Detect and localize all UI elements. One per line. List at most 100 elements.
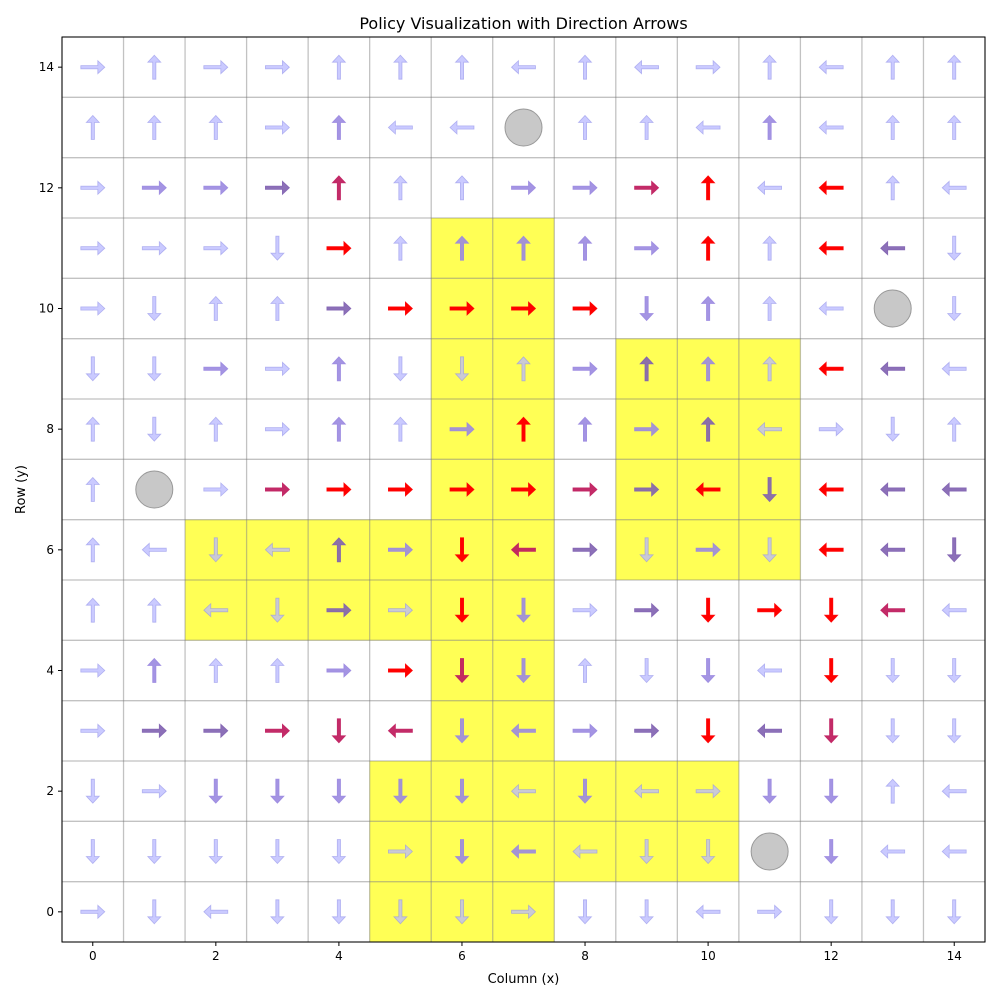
policy-arrow-down — [269, 899, 285, 925]
y-tick-label: 12 — [39, 181, 54, 195]
policy-arrow-left — [387, 723, 413, 739]
policy-arrow-left — [264, 542, 290, 558]
policy-arrow-up — [762, 54, 778, 80]
policy-arrow-down — [392, 356, 408, 382]
policy-arrow-right — [695, 542, 721, 558]
policy-arrow-down — [454, 778, 470, 804]
policy-arrow-up — [577, 235, 593, 261]
policy-arrow-left — [818, 482, 844, 497]
policy-arrow-left — [634, 59, 659, 75]
policy-arrow-up — [700, 235, 716, 261]
policy-arrow-left — [818, 59, 844, 75]
policy-arrow-down — [269, 235, 285, 261]
policy-arrow-left — [634, 783, 659, 799]
policy-arrow-up — [208, 657, 224, 683]
policy-arrow-right — [203, 240, 229, 256]
policy-arrow-down — [146, 296, 162, 322]
policy-arrow-right — [264, 180, 290, 196]
policy-arrow-left — [510, 59, 536, 75]
policy-arrow-down — [454, 839, 470, 865]
policy-arrow-up — [85, 416, 101, 442]
policy-arrow-right — [264, 59, 290, 75]
policy-arrow-right — [141, 783, 167, 799]
policy-arrow-down — [454, 537, 470, 563]
y-tick-label: 6 — [46, 543, 54, 557]
policy-arrow-right — [634, 240, 660, 256]
policy-arrow-right — [387, 301, 413, 316]
policy-arrow-up — [577, 114, 593, 140]
policy-arrow-up — [392, 54, 408, 80]
policy-arrow-down — [331, 839, 347, 865]
policy-arrow-up — [885, 175, 901, 201]
policy-arrow-left — [818, 301, 844, 316]
policy-arrow-right — [203, 59, 229, 75]
policy-arrow-down — [454, 718, 470, 744]
policy-arrow-up — [392, 416, 408, 442]
y-tick-label: 4 — [46, 664, 54, 678]
obstacle-marker — [750, 832, 789, 871]
policy-arrow-right — [387, 602, 413, 618]
policy-arrow-up — [85, 476, 101, 502]
policy-arrow-down — [639, 899, 655, 925]
policy-arrow-up — [885, 54, 901, 80]
policy-arrow-left — [941, 844, 967, 859]
policy-arrow-down — [823, 839, 839, 865]
policy-arrow-right — [264, 120, 290, 135]
policy-arrow-up — [208, 416, 224, 442]
policy-arrow-right — [511, 904, 537, 920]
policy-arrow-left — [880, 602, 906, 618]
policy-arrow-down — [946, 235, 962, 261]
x-tick-label: 10 — [700, 949, 715, 963]
policy-arrow-up — [146, 597, 162, 623]
policy-arrow-up — [331, 537, 347, 563]
policy-arrow-right — [80, 723, 106, 739]
policy-arrow-up — [577, 657, 593, 683]
x-tick-label: 14 — [947, 949, 962, 963]
policy-arrow-left — [941, 783, 967, 799]
policy-arrow-right — [387, 482, 413, 497]
policy-arrow-down — [577, 899, 593, 925]
policy-arrow-down — [331, 778, 347, 804]
policy-arrow-right — [695, 783, 721, 799]
policy-arrow-left — [941, 482, 967, 497]
policy-arrow-up — [454, 175, 470, 201]
policy-arrow-right — [572, 180, 598, 196]
policy-arrow-up — [331, 54, 347, 80]
policy-arrow-left — [510, 723, 536, 739]
policy-arrow-up — [885, 778, 901, 804]
policy-arrow-down — [639, 658, 655, 684]
policy-arrow-up — [516, 235, 531, 261]
policy-arrow-left — [510, 542, 536, 558]
policy-arrow-up — [269, 657, 285, 683]
policy-arrow-up — [639, 114, 655, 140]
policy-arrow-down — [639, 839, 655, 865]
policy-arrow-up — [331, 175, 347, 201]
x-tick-label: 8 — [581, 949, 589, 963]
policy-arrow-down — [700, 597, 716, 623]
policy-arrow-up — [516, 416, 531, 442]
policy-arrow-down — [85, 778, 101, 804]
policy-arrow-up — [762, 295, 778, 321]
policy-arrow-down — [146, 356, 162, 382]
policy-arrow-down — [331, 718, 347, 744]
x-tick-label: 0 — [89, 949, 97, 963]
policy-arrow-left — [880, 361, 906, 377]
policy-arrow-left — [387, 120, 413, 135]
policy-arrow-up — [577, 54, 593, 80]
policy-arrow-down — [454, 899, 470, 925]
policy-arrow-up — [208, 295, 224, 321]
policy-arrow-down — [700, 718, 716, 744]
policy-arrow-left — [880, 844, 906, 859]
policy-arrow-right — [141, 180, 167, 196]
policy-arrow-right — [572, 602, 598, 618]
policy-arrow-left — [510, 783, 536, 799]
policy-arrow-up — [146, 657, 162, 683]
policy-arrow-down — [392, 899, 408, 925]
obstacle-marker — [135, 470, 174, 509]
policy-arrow-right — [634, 482, 660, 497]
policy-arrow-left — [818, 361, 844, 377]
policy-arrow-down — [146, 899, 162, 925]
policy-arrow-right — [80, 301, 106, 316]
policy-arrow-up — [146, 114, 162, 140]
